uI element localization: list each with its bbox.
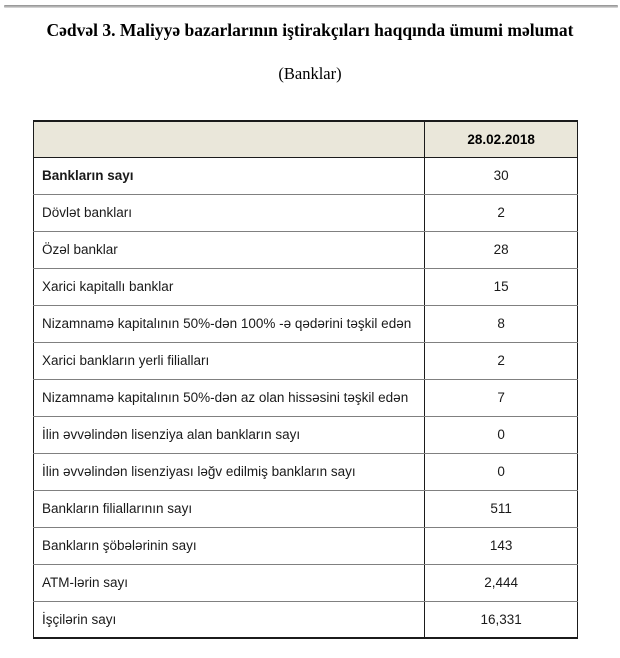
row-label: Xarici kapitallı banklar	[32, 267, 426, 306]
page-top-rule	[4, 5, 618, 8]
row-value: 0	[424, 452, 578, 491]
row-label: Bankların filiallarının sayı	[32, 489, 426, 528]
header-row: 28.02.2018	[32, 120, 578, 158]
table-row: Dövlət bankları 2	[32, 193, 578, 232]
table-body: Bankların sayı 30 Dövlət bankları 2 Özəl ban…	[32, 156, 578, 639]
table-row: Xarici bankların yerli filialları 2	[32, 341, 578, 380]
row-value: 16,331	[424, 600, 578, 639]
table-row: Bankların şöbələrinin sayı 143	[32, 526, 578, 565]
table-row: Xarici kapitallı banklar 15	[32, 267, 578, 306]
row-value: 2	[424, 193, 578, 232]
table-row: ATM-lərin sayı 2,444	[32, 563, 578, 602]
table-row: İlin əvvəlindən lisenziya alan bankların…	[32, 415, 578, 454]
row-value: 15	[424, 267, 578, 306]
row-value: 30	[424, 156, 578, 195]
row-label: Bankların şöbələrinin sayı	[32, 526, 426, 565]
page-title: Cədvəl 3. Maliyyə bazarlarının iştirakçı…	[46, 20, 574, 40]
row-value: 0	[424, 415, 578, 454]
header-date-cell: 28.02.2018	[424, 120, 578, 158]
row-label: İlin əvvəlindən lisenziya alan bankların…	[32, 415, 426, 454]
row-label: İşçilərin sayı	[32, 600, 426, 639]
table-row: Nizamnamə kapitalının 50%-dən 100% -ə qə…	[32, 304, 578, 343]
header-empty-cell	[32, 120, 426, 158]
table-row: Nizamnamə kapitalının 50%-dən az olan hi…	[32, 378, 578, 417]
table-row: İşçilərin sayı 16,331	[32, 600, 578, 639]
row-label: Xarici bankların yerli filialları	[32, 341, 426, 380]
row-label: Bankların sayı	[32, 156, 426, 195]
row-value: 2	[424, 341, 578, 380]
row-label: Dövlət bankları	[32, 193, 426, 232]
row-label: Nizamnamə kapitalının 50%-dən az olan hi…	[32, 378, 426, 417]
row-label: Özəl banklar	[32, 230, 426, 269]
row-label: Nizamnamə kapitalının 50%-dən 100% -ə qə…	[32, 304, 426, 343]
row-label: ATM-lərin sayı	[32, 563, 426, 602]
page-subtitle: (Banklar)	[278, 64, 342, 84]
row-value: 2,444	[424, 563, 578, 602]
table-header: 28.02.2018	[32, 120, 578, 158]
row-value: 511	[424, 489, 578, 528]
table-row: Özəl banklar 28	[32, 230, 578, 269]
row-value: 143	[424, 526, 578, 565]
row-value: 8	[424, 304, 578, 343]
row-value: 7	[424, 378, 578, 417]
table-row: İlin əvvəlindən lisenziyası ləğv edilmiş…	[32, 452, 578, 491]
row-value: 28	[424, 230, 578, 269]
row-label: İlin əvvəlindən lisenziyası ləğv edilmiş…	[32, 452, 426, 491]
banks-stats-table: 28.02.2018 Bankların sayı 30 Dövlət bankla…	[32, 120, 578, 639]
table-row: Bankların sayı 30	[32, 156, 578, 195]
table-row: Bankların filiallarının sayı 511	[32, 489, 578, 528]
